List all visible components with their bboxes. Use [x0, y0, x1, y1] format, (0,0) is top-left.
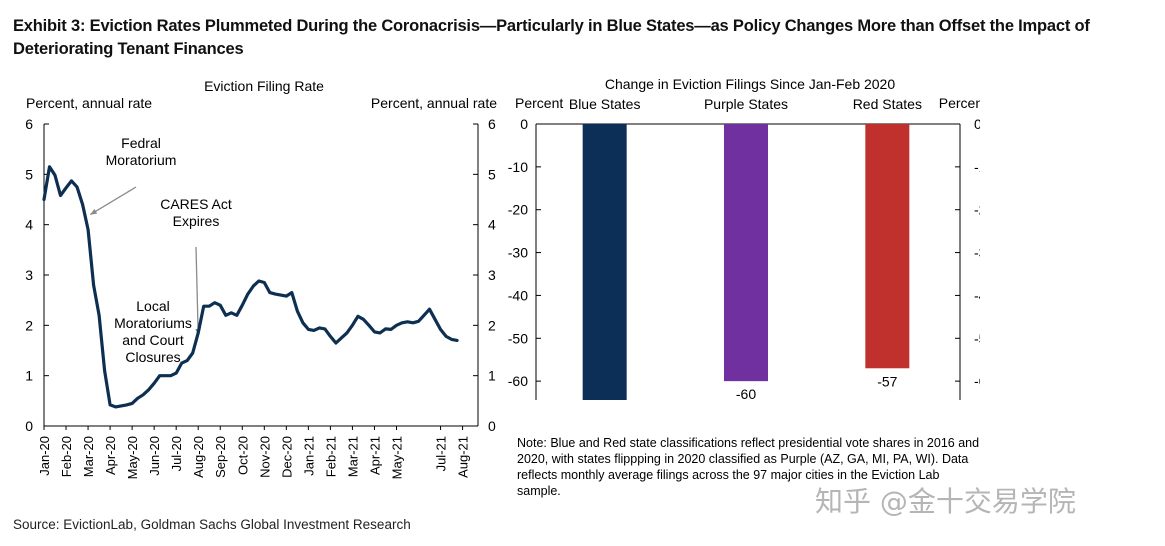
source-note: Source: EvictionLab, Goldman Sachs Globa…	[13, 517, 411, 532]
line-chart-x-tick-label: Apr-21	[367, 436, 382, 475]
line-chart-x-tick-label: Feb-21	[323, 436, 338, 477]
line-chart-right-tick-label: 1	[488, 368, 496, 384]
annotation-text: and Court	[122, 332, 184, 348]
bar-chart-right-tick-label: -50	[974, 330, 980, 346]
line-chart-x-tick-label: Aug-20	[191, 436, 206, 478]
line-chart-right-tick-label: 6	[488, 116, 496, 132]
line-chart-x-tick-label: Feb-20	[59, 436, 74, 477]
line-chart-x-tick-label: Jul-21	[434, 436, 449, 471]
line-chart-x-tick-label: Sep-20	[213, 436, 228, 478]
line-chart-left-tick-label: 5	[25, 166, 33, 182]
bar-purple-states	[724, 124, 768, 382]
line-chart-right-tick-label: 5	[488, 166, 496, 182]
line-chart-left-tick-label: 1	[25, 368, 33, 384]
line-chart-x-tick-label: Apr-20	[103, 436, 118, 475]
line-chart-x-tick-label: Nov-20	[257, 436, 272, 478]
line-chart-x-tick-label: May-21	[389, 436, 404, 479]
note-line: reflects monthly average filings across …	[517, 468, 939, 482]
bar-chart-left-tick-label: -60	[508, 373, 528, 389]
line-chart-x-tick-label: Jan-20	[37, 436, 52, 476]
bar-chart-right-tick-label: 0	[974, 116, 980, 132]
note-line: 2020, with states flippping in 2020 clas…	[517, 452, 968, 466]
note-line: sample.	[517, 484, 561, 498]
line-chart-title: Eviction Filing Rate	[204, 78, 324, 94]
line-chart-x-tick-label: Jul-20	[169, 436, 184, 471]
bar-category-label: Blue States	[569, 96, 641, 112]
bar-value-label: -57	[877, 373, 897, 389]
line-chart-right-tick-label: 3	[488, 267, 496, 283]
line-chart-x-tick-label: Aug-21	[456, 436, 471, 478]
bar-value-label: -60	[736, 386, 756, 400]
bar-chart-left-tick-label: -10	[508, 159, 528, 175]
bar-chart-right-tick-label: -60	[974, 373, 980, 389]
line-chart-left-ylabel: Percent, annual rate	[26, 95, 152, 111]
line-chart-x-tick-label: Mar-21	[345, 436, 360, 477]
eviction-rate-series-line	[42, 165, 459, 409]
annotation-text: Closures	[125, 349, 180, 365]
line-chart-x-tick-label: Oct-20	[235, 436, 250, 475]
bar-chart-right-tick-label: -40	[974, 287, 980, 303]
annotation-arrow	[195, 246, 199, 336]
annotation-arrow	[89, 186, 137, 216]
bar-chart-title: Change in Eviction Filings Since Jan-Feb…	[605, 76, 895, 92]
annotation-text: Moratoriums	[114, 315, 192, 331]
annotation-text: Local	[136, 298, 169, 314]
bar-chart-left-tick-label: -40	[508, 287, 528, 303]
bar-chart-left-tick-label: 0	[520, 116, 528, 132]
bar-chart-left-tick-label: -20	[508, 202, 528, 218]
line-chart-x-tick-label: Mar-20	[81, 436, 96, 477]
line-chart-left-tick-label: 4	[25, 217, 33, 233]
exhibit-title: Exhibit 3: Eviction Rates Plummeted Duri…	[13, 17, 1090, 58]
line-chart-x-tick-label: Jan-21	[301, 436, 316, 476]
line-chart-left-tick-label: 6	[25, 116, 33, 132]
bar-chart-right-tick-label: -30	[974, 245, 980, 261]
watermark: 知乎 @金十交易学院	[815, 485, 1076, 518]
note-line: Note: Blue and Red state classifications…	[517, 436, 979, 450]
bar-chart-left-tick-label: -50	[508, 330, 528, 346]
bar-chart-right-tick-label: -10	[974, 159, 980, 175]
line-chart-left-tick-label: 0	[25, 418, 33, 434]
line-chart-left-tick-label: 2	[25, 317, 33, 333]
bar-chart-right-tick-label: -20	[974, 202, 980, 218]
line-chart-x-tick-label: Jun-20	[147, 436, 162, 476]
bar-category-label: Purple States	[704, 96, 788, 112]
bar-chart-right-ylabel: Percent	[939, 95, 980, 111]
eviction-change-bar-chart: Change in Eviction Filings Since Jan-Feb…	[508, 76, 980, 400]
bar-red-states	[865, 124, 910, 369]
annotation-text: Expires	[173, 213, 220, 229]
bar-category-label: Red States	[853, 96, 922, 112]
bar-chart-left-ylabel: Percent	[515, 95, 563, 111]
annotation-text: Fedral	[121, 135, 161, 151]
bar-chart-left-tick-label: -30	[508, 245, 528, 261]
line-chart-right-tick-label: 2	[488, 317, 496, 333]
bar-blue-states	[582, 124, 627, 400]
annotation-text: Moratorium	[106, 152, 177, 168]
annotation-text: CARES Act	[160, 196, 232, 212]
eviction-filing-rate-chart: Eviction Filing Rate Percent, annual rat…	[25, 78, 497, 479]
annotation-arrowhead	[90, 208, 98, 215]
line-chart-x-tick-label: Dec-20	[279, 436, 294, 478]
line-chart-x-tick-label: May-20	[125, 436, 140, 479]
line-chart-right-tick-label: 0	[488, 418, 496, 434]
line-chart-left-tick-label: 3	[25, 267, 33, 283]
bar-chart-note: Note: Blue and Red state classifications…	[517, 436, 979, 498]
line-chart-right-tick-label: 4	[488, 217, 496, 233]
line-chart-right-ylabel: Percent, annual rate	[371, 95, 497, 111]
